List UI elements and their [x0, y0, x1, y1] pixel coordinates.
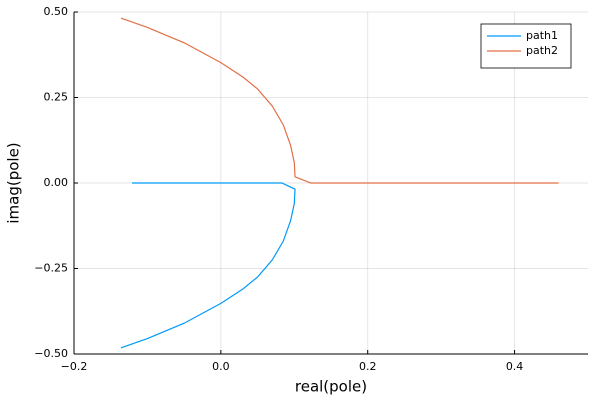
legend-label: path1 — [526, 29, 558, 42]
x-tick-label: 0.0 — [212, 360, 230, 373]
legend-box — [480, 23, 572, 69]
y-tick-label: 0.25 — [44, 91, 69, 104]
y-tick-label: −0.50 — [34, 347, 68, 360]
x-axis-label: real(pole) — [295, 378, 367, 396]
y-tick-label: 0.50 — [44, 5, 69, 18]
y-tick-label: 0.00 — [44, 176, 69, 189]
x-tick-label: 0.2 — [359, 360, 377, 373]
x-tick-label: 0.4 — [506, 360, 524, 373]
legend-label: path2 — [526, 44, 558, 57]
series-line — [120, 182, 296, 349]
x-tick-label: −0.2 — [61, 360, 88, 373]
y-tick-label: −0.25 — [34, 262, 68, 275]
series-line — [120, 17, 559, 184]
y-axis-label: imag(pole) — [5, 142, 23, 223]
